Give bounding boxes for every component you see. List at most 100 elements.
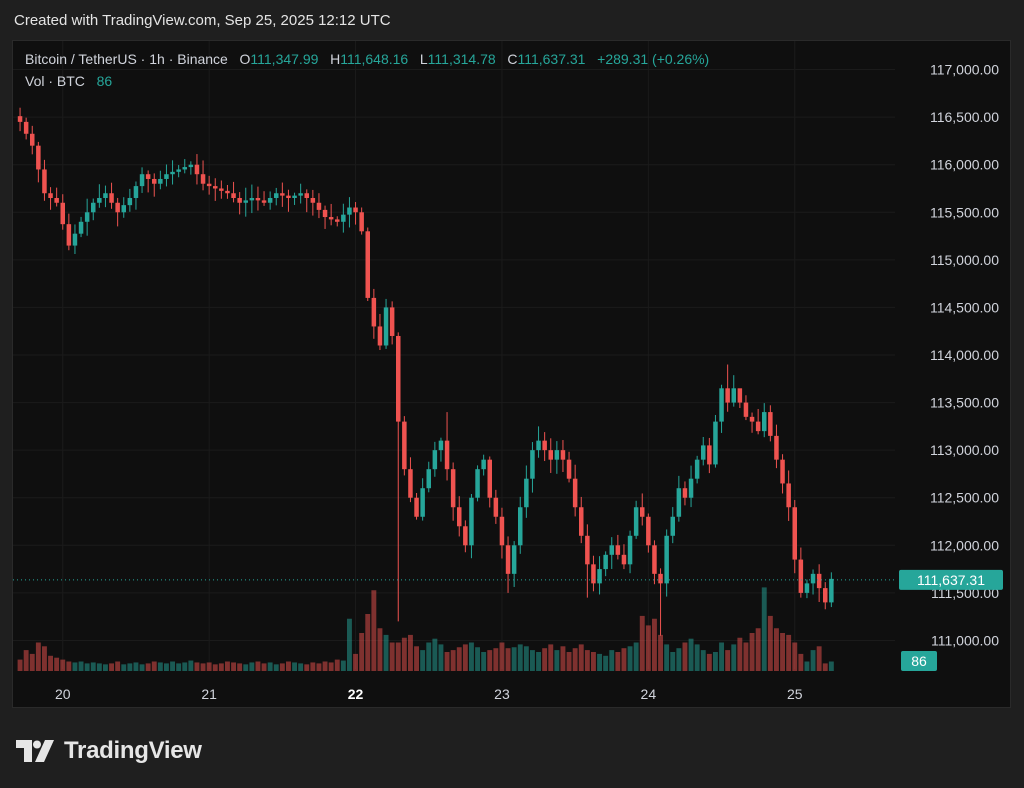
candle <box>536 426 541 458</box>
volume-bar <box>517 644 523 671</box>
candle <box>84 198 90 236</box>
candle-body <box>225 190 230 194</box>
candle <box>823 582 828 610</box>
volume-bar <box>462 644 468 671</box>
volume-bar <box>316 663 322 671</box>
candle-body <box>627 535 633 565</box>
candle-body <box>585 535 590 565</box>
candle-body <box>694 459 700 479</box>
candle-body <box>188 164 194 168</box>
candlestick-chart[interactable]: 117,000.00 116,500.00 116,000.00 115,500.00… <box>13 41 1011 708</box>
candle-body <box>402 421 407 470</box>
volume-bar <box>548 644 554 671</box>
high-value: 111,648.16 <box>340 51 409 67</box>
candle <box>213 178 218 201</box>
candle <box>780 454 785 494</box>
price-tick-label: 116,000.00 <box>930 157 999 173</box>
candle-body <box>17 116 23 122</box>
candle <box>493 489 499 524</box>
candle-body <box>121 205 126 213</box>
volume-bar <box>554 650 560 671</box>
candle <box>530 442 535 493</box>
chart-frame[interactable]: 117,000.00 116,500.00 116,000.00 115,500.00… <box>12 40 1011 708</box>
candle-body <box>23 121 29 134</box>
volume-bar <box>267 662 273 671</box>
candle-body <box>115 202 120 213</box>
volume-bar <box>255 661 261 671</box>
volume-bar <box>432 638 438 671</box>
candle-body <box>603 554 608 570</box>
candle-body <box>749 416 755 422</box>
candle <box>762 403 767 438</box>
volume-bar <box>17 659 23 671</box>
candle <box>200 160 206 191</box>
candle <box>682 481 688 506</box>
volume-bar <box>353 653 358 671</box>
candle <box>688 465 694 508</box>
volume-bar <box>420 650 426 671</box>
candle <box>505 536 511 593</box>
candle <box>633 500 639 539</box>
open-label: O <box>239 51 251 67</box>
volume-bar <box>652 618 657 671</box>
volume-bar <box>767 615 773 671</box>
candle-body <box>66 224 72 246</box>
candle-body <box>292 195 297 198</box>
candle-body <box>823 588 828 603</box>
candle-body <box>389 307 395 336</box>
candle-body <box>493 497 499 517</box>
volume-bar <box>822 663 828 671</box>
candle <box>603 551 608 577</box>
candle <box>298 183 303 204</box>
candle <box>694 455 700 484</box>
candle <box>414 492 419 520</box>
candle-body <box>133 186 139 198</box>
time-axis[interactable]: 20 21 22 23 24 25 <box>55 686 803 702</box>
candles <box>17 107 834 636</box>
candle-body <box>274 193 279 198</box>
candle <box>658 568 663 636</box>
candle <box>389 301 395 345</box>
candle <box>158 170 163 190</box>
volume-bar <box>731 644 737 671</box>
candle-body <box>42 169 47 194</box>
candle <box>463 520 468 553</box>
candle-body <box>322 209 328 218</box>
volume-bar <box>609 650 615 671</box>
candle <box>139 167 145 193</box>
candle <box>261 191 267 206</box>
candle <box>450 462 456 521</box>
candle <box>707 437 712 474</box>
candle <box>42 159 47 201</box>
volume-bar <box>194 662 200 671</box>
candle-body <box>261 200 267 203</box>
candle-body <box>658 573 663 584</box>
candle-body <box>91 202 96 213</box>
candle <box>816 564 822 602</box>
candle <box>365 227 370 302</box>
candle <box>322 205 328 229</box>
candle-body <box>304 193 309 198</box>
volume-bar <box>103 664 108 671</box>
volume-bar <box>481 652 487 671</box>
volume-bar <box>115 661 121 671</box>
candle-body <box>213 186 218 189</box>
volume-bar <box>713 652 718 671</box>
candle <box>804 579 810 599</box>
low-label: L <box>419 51 428 67</box>
candle-body <box>200 174 206 184</box>
candle-body <box>231 193 236 198</box>
volume-bar <box>218 663 224 671</box>
volume-bar <box>328 662 334 671</box>
candle <box>286 189 291 212</box>
candle <box>652 540 657 585</box>
footer-brand[interactable]: TradingView <box>16 736 202 766</box>
volume-legend: Vol · BTC 86 <box>25 73 112 89</box>
price-axis[interactable]: 117,000.00 116,500.00 116,000.00 115,500.00… <box>930 62 999 649</box>
volume-bar <box>597 653 602 671</box>
candle-body <box>829 578 834 603</box>
candle-body <box>774 435 779 460</box>
candle-body <box>481 459 486 470</box>
candle-body <box>579 507 584 536</box>
candle <box>572 464 578 517</box>
